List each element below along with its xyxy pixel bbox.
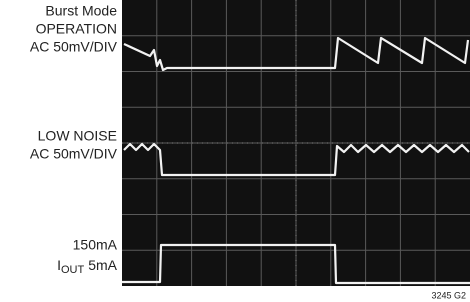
- label: Burst Mode: [45, 3, 117, 19]
- label: LOW NOISE: [38, 128, 117, 144]
- label: 150mA: [73, 237, 118, 253]
- label: AC 50mV/DIV: [30, 39, 118, 55]
- label: OPERATION: [36, 21, 117, 37]
- label: AC 50mV/DIV: [30, 146, 118, 162]
- label-subscript: OUT: [61, 264, 85, 276]
- figure-id: 3245 G2: [431, 290, 466, 300]
- label-level: 5mA: [88, 257, 117, 273]
- scope-figure: Burst Mode OPERATION AC 50mV/DIV LOW NOI…: [0, 0, 470, 302]
